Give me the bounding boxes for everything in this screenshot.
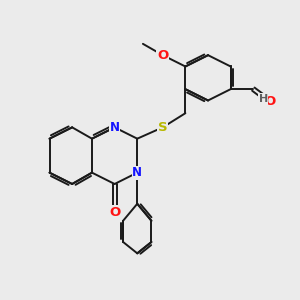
Text: N: N	[132, 166, 142, 179]
Text: N: N	[110, 121, 120, 134]
Text: H: H	[259, 94, 268, 104]
Text: O: O	[157, 49, 168, 62]
Text: O: O	[109, 206, 120, 219]
Text: S: S	[158, 121, 168, 134]
Text: O: O	[265, 95, 276, 108]
